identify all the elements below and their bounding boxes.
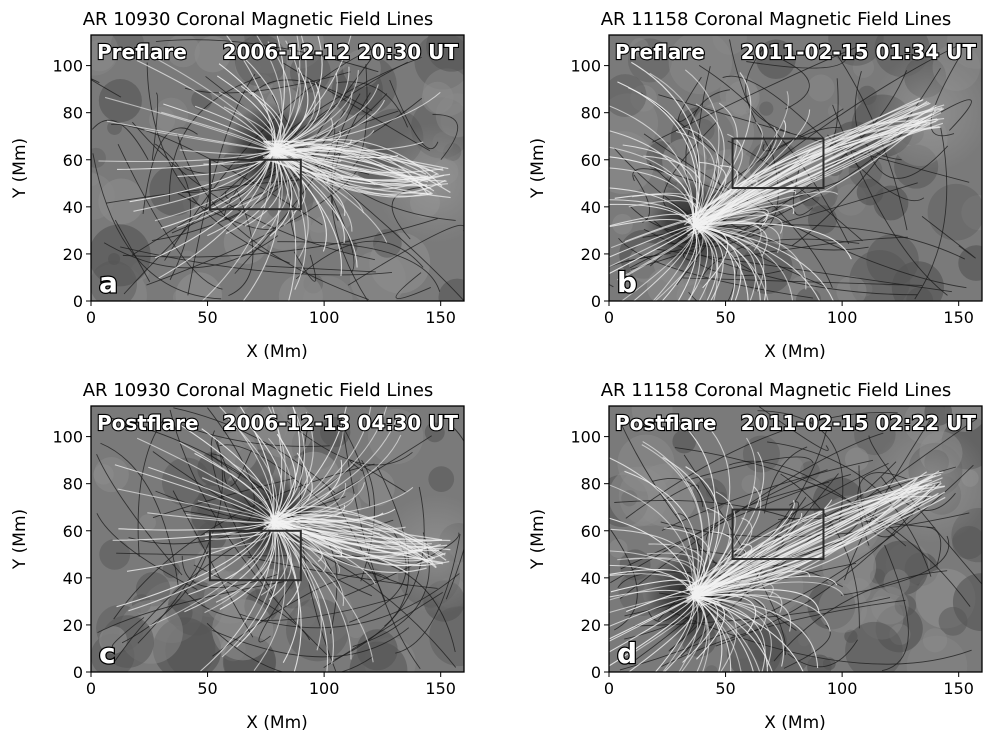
panel-b: AR 11158 Coronal Magnetic Field Lines Pr…	[528, 9, 983, 362]
y-tick-label: 0	[591, 292, 601, 311]
y-tick-label: 100	[570, 57, 601, 76]
plot-frame	[608, 34, 983, 302]
magnetogram-image	[609, 35, 982, 301]
y-tick-label: 80	[581, 475, 601, 494]
timestamp-label: 2011-02-15 01:34 UT	[741, 40, 977, 64]
phase-label: Postflare	[615, 411, 717, 435]
y-tick-label: 60	[63, 151, 83, 170]
x-tick-label: 50	[715, 679, 735, 698]
x-tick-label: 150	[943, 308, 974, 327]
panel-title: AR 11158 Coronal Magnetic Field Lines	[601, 380, 952, 401]
x-tick-label: 50	[197, 308, 217, 327]
panel-letter: a	[99, 266, 118, 299]
y-tick-label: 80	[63, 475, 83, 494]
region-box	[731, 137, 825, 190]
y-tick-label: 100	[570, 428, 601, 447]
phase-label: Preflare	[97, 40, 187, 64]
y-axis-label: Y (Mm)	[10, 138, 30, 199]
timestamp-label: 2006-12-13 04:30 UT	[223, 411, 459, 435]
y-tick-label: 60	[581, 151, 601, 170]
panel-letter: c	[99, 637, 116, 670]
timestamp-label: 2006-12-12 20:30 UT	[223, 40, 459, 64]
x-tick-label: 0	[604, 308, 614, 327]
x-tick-label: 150	[425, 308, 456, 327]
x-tick-label: 50	[715, 308, 735, 327]
y-axis-label: Y (Mm)	[528, 509, 548, 570]
x-tick-label: 150	[425, 679, 456, 698]
x-tick-label: 0	[86, 679, 96, 698]
magnetogram-image	[91, 406, 464, 672]
y-tick-label: 100	[52, 428, 83, 447]
y-tick-label: 40	[63, 198, 83, 217]
plot-frame	[608, 405, 983, 673]
x-tick-label: 100	[309, 679, 340, 698]
y-tick-label: 40	[581, 198, 601, 217]
y-tick-label: 60	[581, 522, 601, 541]
magnetogram-image	[91, 35, 464, 301]
panel-title: AR 10930 Coronal Magnetic Field Lines	[83, 9, 434, 30]
y-tick-label: 100	[52, 57, 83, 76]
y-tick-label: 0	[73, 292, 83, 311]
y-tick-label: 20	[63, 616, 83, 635]
y-tick-label: 40	[63, 569, 83, 588]
x-tick-label: 0	[86, 308, 96, 327]
axis-ticks: 0 50 100 150 0 20 40 60 80 100	[570, 57, 974, 327]
x-axis-label: X (Mm)	[246, 342, 308, 362]
y-tick-label: 20	[581, 245, 601, 264]
x-tick-label: 50	[197, 679, 217, 698]
y-tick-label: 0	[591, 663, 601, 682]
panel-d: AR 11158 Coronal Magnetic Field Lines Po…	[528, 380, 983, 733]
panel-a: AR 10930 Coronal Magnetic Field Lines Pr…	[10, 9, 465, 362]
magnetogram-image	[609, 406, 982, 672]
x-tick-label: 100	[309, 308, 340, 327]
x-tick-label: 100	[827, 308, 858, 327]
phase-label: Postflare	[97, 411, 199, 435]
y-tick-label: 20	[581, 616, 601, 635]
panel-letter: d	[617, 637, 637, 670]
x-axis-label: X (Mm)	[764, 342, 826, 362]
y-tick-label: 80	[63, 104, 83, 123]
axis-ticks: 0 50 100 150 0 20 40 60 80 100	[52, 428, 456, 698]
axis-ticks: 0 50 100 150 0 20 40 60 80 100	[52, 57, 456, 327]
y-tick-label: 20	[63, 245, 83, 264]
y-axis-label: Y (Mm)	[10, 509, 30, 570]
x-tick-label: 100	[827, 679, 858, 698]
y-tick-label: 80	[581, 104, 601, 123]
x-axis-label: X (Mm)	[246, 713, 308, 733]
axis-ticks: 0 50 100 150 0 20 40 60 80 100	[570, 428, 974, 698]
region-box	[731, 508, 825, 561]
phase-label: Preflare	[615, 40, 705, 64]
y-axis-label: Y (Mm)	[528, 138, 548, 199]
x-axis-label: X (Mm)	[764, 713, 826, 733]
x-tick-label: 150	[943, 679, 974, 698]
panel-c: AR 10930 Coronal Magnetic Field Lines Po…	[10, 380, 465, 733]
region-box	[208, 158, 302, 211]
timestamp-label: 2011-02-15 02:22 UT	[741, 411, 977, 435]
region-box	[208, 529, 302, 582]
panel-title: AR 10930 Coronal Magnetic Field Lines	[83, 380, 434, 401]
plot-frame	[90, 34, 465, 302]
x-tick-label: 0	[604, 679, 614, 698]
y-tick-label: 60	[63, 522, 83, 541]
panel-letter: b	[617, 266, 637, 299]
y-tick-label: 0	[73, 663, 83, 682]
y-tick-label: 40	[581, 569, 601, 588]
plot-frame	[90, 405, 465, 673]
panel-title: AR 11158 Coronal Magnetic Field Lines	[601, 9, 952, 30]
